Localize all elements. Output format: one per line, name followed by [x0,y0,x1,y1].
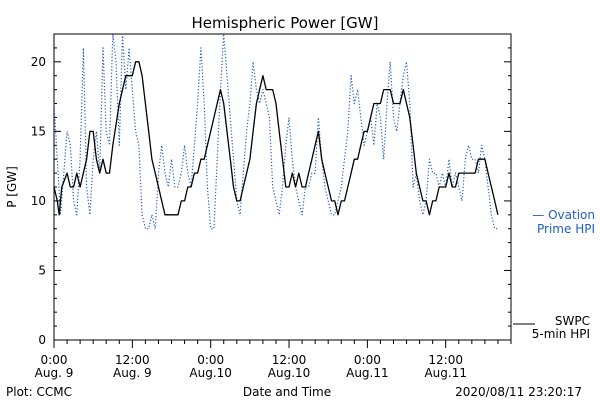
ovation-prime-series-line [53,33,498,230]
legend-swpc-label-2: 5-min HPI [532,327,590,341]
y-tick-label: 0 [38,333,46,347]
legend: — Ovation Prime HPI SWPC 5-min HPI [513,208,595,341]
legend-swpc-label: SWPC [555,314,590,328]
y-axis-label: P [GW] [5,166,19,208]
x-tick-date-label: Aug.11 [346,366,389,380]
x-tick-time-label: 12:00 [115,353,150,367]
y-tick-label: 20 [31,55,46,69]
x-tick-date-label: Aug.10 [268,366,311,380]
x-tick-date-label: Aug. 9 [35,366,74,380]
footer-timestamp: 2020/08/11 23:20:17 [455,385,582,399]
chart-title: Hemispheric Power [GW] [192,14,379,32]
legend-ovation-label: — Ovation [532,208,595,222]
x-tick-date-label: Aug. 9 [113,366,152,380]
y-tick-label: 15 [31,124,46,138]
x-tick-time-label: 0:00 [354,353,381,367]
swpc-hpi-series-line [53,61,499,216]
legend-ovation-label-2: Prime HPI [537,222,595,236]
x-tick-time-label: 12:00 [272,353,307,367]
x-tick-time-label: 0:00 [41,353,68,367]
x-tick-date-label: Aug.10 [189,366,232,380]
x-tick-time-label: 12:00 [428,353,463,367]
x-axis-label: Date and Time [243,385,331,399]
y-tick-label: 10 [31,194,46,208]
series-layer [53,33,499,230]
y-axis: 0 5 10 15 20 [31,33,511,347]
x-tick-time-label: 0:00 [197,353,224,367]
y-tick-label: 5 [38,263,46,277]
x-tick-date-label: Aug.11 [424,366,467,380]
footer-credit: Plot: CCMC [6,385,72,399]
